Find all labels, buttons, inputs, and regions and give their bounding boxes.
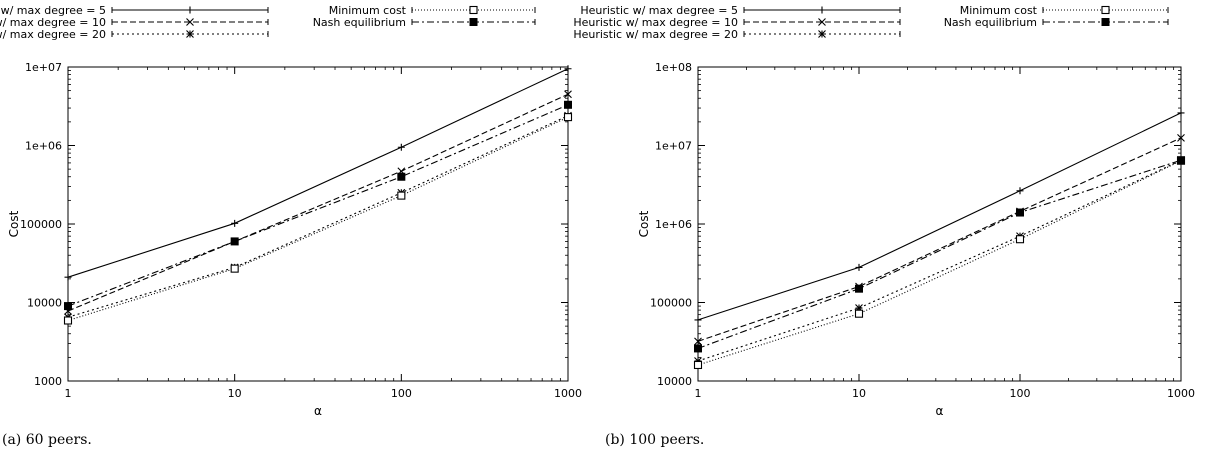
- data-point-nash-equilibrium: [694, 344, 702, 353]
- legend-label-heuristic-w-max-degree-10: Heuristic w/ max degree = 10: [573, 16, 738, 29]
- data-point-heuristic-w-max-degree-20: [855, 304, 863, 312]
- data-point-heuristic-w-max-degree-5: [231, 219, 239, 227]
- series-line-heuristic-w-max-degree-10: [67, 93, 569, 312]
- y-axis-label: Cost: [7, 210, 21, 237]
- legend-label-heuristic-w-max-degree-20: Heuristic w/ max degree = 20: [0, 28, 106, 41]
- data-point-heuristic-w-max-degree-5: [64, 273, 72, 281]
- data-point-nash-equilibrium: [64, 302, 72, 311]
- y-tick-label: 100000: [20, 218, 62, 231]
- data-point-minimum-cost: [854, 309, 864, 318]
- chart-60-peers: 1 10 100 1000 1000 10000 100000 1e+06 1e+07 α Cost…: [0, 4, 582, 418]
- data-point-heuristic-w-max-degree-5: [694, 316, 702, 324]
- y-tick-label: 1e+06: [25, 140, 62, 153]
- series-line-heuristic-w-max-degree-20: [67, 115, 569, 318]
- legend-label-minimum-cost: Minimum cost: [960, 4, 1038, 17]
- data-point-heuristic-w-max-degree-5: [397, 143, 405, 151]
- x-tick-label: 1000: [554, 387, 582, 400]
- x-tick-label: 100: [1010, 387, 1031, 400]
- y-tick-label: 1e+08: [655, 61, 692, 74]
- data-point-heuristic-w-max-degree-5: [855, 263, 863, 271]
- series-line-heuristic-w-max-degree-5: [67, 68, 569, 278]
- data-point-minimum-cost: [230, 264, 239, 273]
- legend-marker-heuristic-w-max-degree-10: [818, 18, 826, 26]
- x-tick-label: 10: [852, 387, 866, 400]
- y-tick-label: 1000: [34, 375, 62, 388]
- series-line-heuristic-w-max-degree-10: [697, 137, 1182, 342]
- data-point-heuristic-w-max-degree-10: [694, 337, 702, 346]
- y-tick-label: 1e+06: [655, 218, 692, 231]
- legend-label-minimum-cost: Minimum cost: [329, 4, 407, 17]
- legend-marker-heuristic-w-max-degree-10: [186, 18, 194, 26]
- caption-60-peers: (a) 60 peers.: [2, 432, 92, 448]
- data-point-minimum-cost: [693, 360, 703, 370]
- legend-marker-heuristic-w-max-degree-5: [818, 6, 826, 14]
- legend-marker-heuristic-w-max-degree-20: [186, 30, 194, 38]
- data-point-nash-equilibrium: [230, 237, 239, 246]
- series-line-minimum-cost: [697, 160, 1182, 366]
- legend-label-heuristic-w-max-degree-5: Heuristic w/ max degree = 5: [580, 4, 738, 17]
- chart-100-peers: 1 10 100 1000 10000 100000 1e+06 1e+07 1e+08 α Cos…: [573, 4, 1195, 418]
- y-tick-label: 10000: [27, 297, 62, 310]
- legend-marker-minimum-cost: [1101, 5, 1110, 15]
- data-point-heuristic-w-max-degree-5: [1016, 187, 1024, 195]
- legend-marker-nash-equilibrium: [1101, 18, 1110, 26]
- y-axis-label: Cost: [637, 210, 651, 237]
- x-tick-label: 1: [695, 387, 702, 400]
- legend-label-nash-equilibrium: Nash equilibrium: [944, 16, 1037, 29]
- data-point-nash-equilibrium: [397, 172, 406, 181]
- legend-marker-heuristic-w-max-degree-5: [186, 6, 194, 14]
- data-point-nash-equilibrium: [855, 284, 863, 293]
- series-line-minimum-cost: [67, 116, 569, 322]
- data-point-minimum-cost: [563, 113, 573, 122]
- data-point-nash-equilibrium: [564, 100, 572, 109]
- data-point-minimum-cost: [63, 316, 73, 325]
- caption-100-peers: (b) 100 peers.: [605, 432, 705, 448]
- y-tick-label: 1e+07: [655, 140, 692, 153]
- x-tick-label: 100: [391, 387, 412, 400]
- x-axis-label: α: [314, 404, 322, 418]
- series-line-heuristic-w-max-degree-5: [697, 112, 1182, 321]
- x-tick-label: 1: [65, 387, 72, 400]
- legend-label-heuristic-w-max-degree-5: Heuristic w/ max degree = 5: [0, 4, 106, 17]
- legend-marker-minimum-cost: [469, 5, 478, 15]
- data-point-heuristic-w-max-degree-10: [564, 90, 572, 99]
- data-point-heuristic-w-max-degree-5: [564, 65, 572, 73]
- legend-label-heuristic-w-max-degree-10: Heuristic w/ max degree = 10: [0, 16, 106, 29]
- series-line-nash-equilibrium: [697, 159, 1182, 349]
- x-tick-label: 10: [228, 387, 242, 400]
- data-point-nash-equilibrium: [1016, 208, 1024, 217]
- plot-frame: [697, 66, 1182, 382]
- y-tick-label: 1e+07: [25, 61, 62, 74]
- legend-marker-nash-equilibrium: [469, 18, 478, 26]
- x-tick-label: 1000: [1167, 387, 1195, 400]
- legend-label-heuristic-w-max-degree-20: Heuristic w/ max degree = 20: [573, 28, 738, 41]
- data-point-minimum-cost: [397, 191, 406, 200]
- data-point-heuristic-w-max-degree-5: [1177, 109, 1185, 117]
- data-point-heuristic-w-max-degree-10: [1177, 134, 1185, 142]
- legend-marker-heuristic-w-max-degree-20: [818, 30, 826, 38]
- x-axis-label: α: [936, 404, 944, 418]
- y-tick-label: 10000: [657, 375, 692, 388]
- plot-frame: [67, 66, 569, 382]
- series-line-heuristic-w-max-degree-20: [697, 159, 1182, 362]
- series-line-nash-equilibrium: [67, 104, 569, 307]
- y-tick-label: 100000: [650, 297, 692, 310]
- data-point-nash-equilibrium: [1177, 156, 1185, 165]
- legend-label-nash-equilibrium: Nash equilibrium: [313, 16, 406, 29]
- data-point-minimum-cost: [1015, 235, 1025, 244]
